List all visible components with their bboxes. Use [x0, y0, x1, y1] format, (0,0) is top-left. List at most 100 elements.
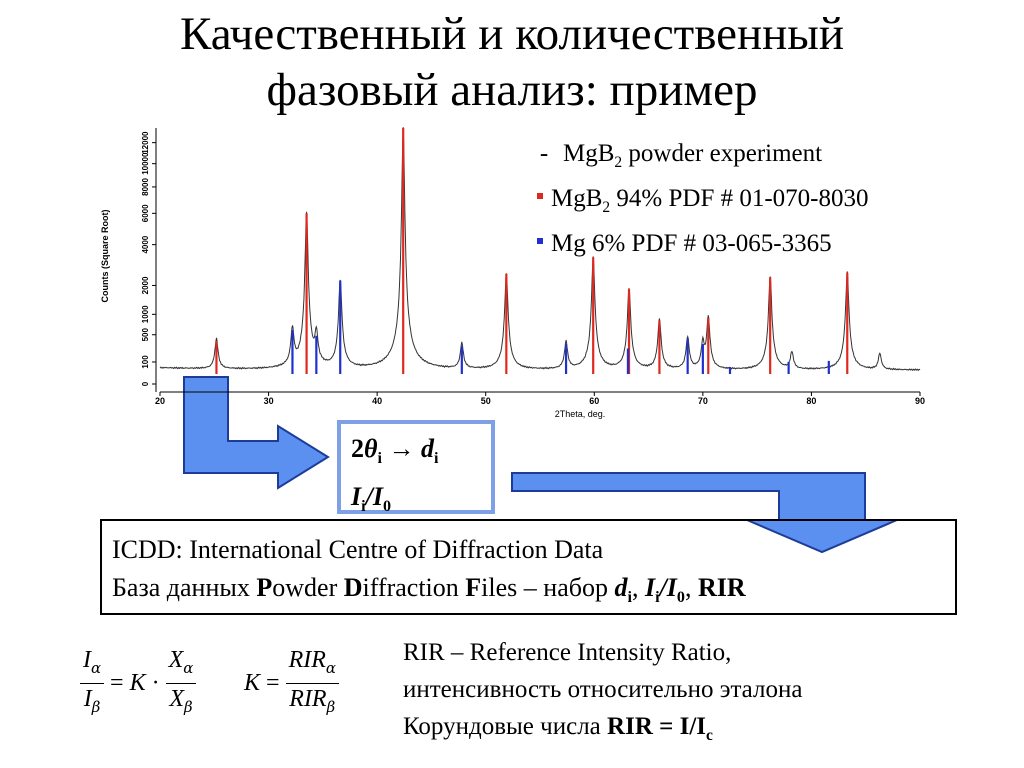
conversion-line-1: 2θi → di [351, 430, 491, 478]
legend-dash-marker: - [539, 140, 549, 167]
icdd-comma: , [684, 573, 698, 602]
x-tick-label: 40 [372, 396, 382, 406]
conv-sub-i: i [361, 498, 366, 516]
experiment-profile-line [159, 127, 921, 372]
x-tick-label: 80 [806, 396, 816, 406]
x-tick-label: 70 [698, 396, 708, 406]
y-tick-label: 1000 [141, 305, 150, 323]
f1-I: I [83, 647, 91, 673]
f1-alpha: α [91, 658, 102, 677]
f1-alpha: α [183, 658, 194, 677]
conv-sub-i: i [377, 450, 382, 468]
icdd-bold-d: D [343, 573, 363, 602]
flow-arrows [183, 376, 898, 554]
f1-beta: β [184, 697, 193, 716]
fraction-numerator: RIRα [285, 645, 339, 684]
legend-text: 6% PDF # 03-065-3365 [585, 230, 832, 257]
conv-I0: I [372, 482, 383, 512]
f1-X: X [168, 647, 184, 673]
conv-two: 2 [351, 434, 364, 463]
legend-formula: Mg [551, 230, 586, 257]
icdd-rir: RIR [697, 573, 746, 602]
icdd-line-2: База данных Powder Diffraction Files – н… [112, 569, 955, 617]
y-tick-label: 500 [141, 328, 150, 342]
icdd-box: ICDD: International Centre of Diffractio… [100, 519, 957, 615]
icdd-text: owder [272, 573, 344, 602]
icdd-slash: / [659, 573, 667, 602]
icdd-bold-f: F [465, 573, 482, 602]
arrow-chart-to-conversion [183, 376, 330, 490]
x-tick-label: 30 [264, 396, 274, 406]
conversion-box: 2θi → di Ii/I0 [337, 420, 495, 516]
f1-X: X [169, 685, 184, 712]
x-tick-label: 20 [155, 396, 165, 406]
f2-equals: = [266, 669, 280, 696]
icdd-sub-i: i [655, 589, 660, 607]
f1-equals: = [110, 669, 124, 696]
fraction-fractions: Xα Xβ [165, 645, 197, 722]
title-line-1: Качественный и количественный [179, 8, 845, 60]
fraction-rir: RIRα RIRβ [285, 645, 339, 722]
fraction-denominator: Xβ [166, 684, 197, 722]
icdd-sub-zero: 0 [676, 589, 685, 607]
conv-slash: / [365, 482, 373, 512]
icdd-d: d [614, 573, 628, 602]
x-tick-label: 50 [481, 396, 491, 406]
y-tick-label: 4000 [141, 235, 150, 253]
icdd-text: iffraction [362, 573, 466, 602]
f2-beta: β [326, 697, 336, 716]
legend-text: 94% PDF # 01-070-8030 [610, 185, 869, 212]
x-axis-label: 2Theta, deg. [555, 409, 606, 419]
legend-item-mgb2: MgB2 94% PDF # 01-070-8030 [537, 181, 869, 226]
y-tick-label: 6000 [141, 204, 150, 222]
conv-d: d [420, 434, 434, 463]
formula-intensity-ratio: Iα Iβ = K · Xα Xβ [80, 645, 197, 722]
rir-sub-c: c [706, 727, 713, 744]
conv-I: I [351, 482, 362, 512]
red-square-marker [537, 193, 543, 200]
fraction-numerator: Iα [80, 645, 105, 684]
blue-square-marker [537, 238, 543, 245]
rir-text: Корундовые числа [403, 713, 608, 740]
icdd-line-1: ICDD: International Centre of Diffractio… [112, 535, 604, 564]
arrow-conversion-to-database [511, 472, 898, 554]
f2-alpha: α [325, 658, 336, 677]
rir-explanation: RIR – Reference Intensity Ratio, интенси… [403, 634, 802, 754]
icdd-bold-p: P [256, 573, 273, 602]
y-tick-label: 0 [141, 381, 150, 386]
conv-sub-zero: 0 [382, 498, 392, 516]
y-tick-label: 10000 [141, 152, 150, 175]
f1-K: K [129, 669, 146, 696]
conv-theta: θ [364, 434, 378, 463]
chart-axes: 20 30 40 50 60 70 80 90 2Theta, deg. 0 100 500 1000 2… [100, 128, 925, 419]
icdd-comma: , [631, 573, 645, 602]
rir-line-2: интенсивность относительно эталона [403, 676, 803, 703]
y-tick-label: 8000 [141, 177, 150, 195]
reference-sticks-layer [215, 128, 849, 374]
fraction-numerator: Xα [165, 645, 197, 684]
rir-line-3: Корундовые числа RIR = I/Ic [403, 708, 802, 754]
fraction-denominator: Iβ [80, 684, 104, 722]
f2-RIR: RIR [288, 647, 326, 673]
icdd-text: iles – набор [481, 573, 615, 602]
y-tick-label: 12000 [141, 131, 150, 154]
f2-K: K [244, 669, 261, 696]
legend-formula: MgB [551, 185, 603, 212]
legend-text: powder experiment [622, 140, 823, 167]
y-tick-label: 2000 [141, 276, 150, 294]
conv-arrow: → [381, 434, 421, 463]
legend-item-experiment: - MgB2 powder experiment [537, 136, 869, 181]
icdd-text: База данных [112, 573, 257, 602]
f1-beta: β [91, 697, 101, 716]
icdd-I: I [644, 573, 656, 602]
rir-bold-formula: RIR = I/I [607, 713, 707, 740]
f2-RIR: RIR [289, 685, 327, 712]
title-line-2: фазовый анализ: пример [266, 64, 758, 116]
y-axis-label: Counts (Square Root) [100, 210, 110, 303]
legend-formula-sub: 2 [614, 154, 623, 171]
x-tick-label: 90 [915, 396, 925, 406]
conv-sub-i: i [433, 450, 439, 468]
legend-formula-sub: 2 [602, 199, 611, 216]
y-tick-label: 100 [141, 355, 150, 369]
